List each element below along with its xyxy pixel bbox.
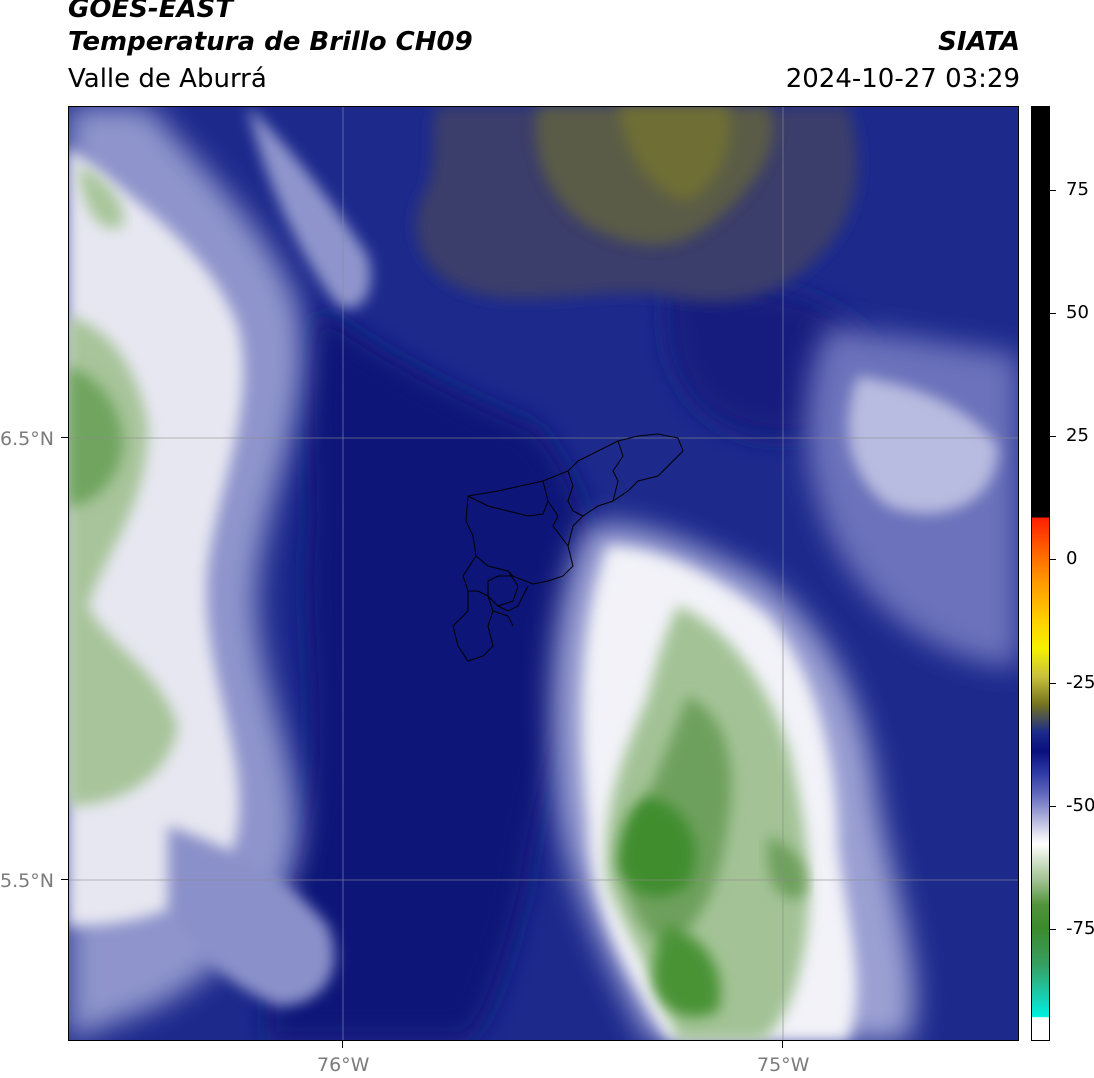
cloud-cell-east [848,376,998,514]
cloud-streak-southwest [168,826,335,1006]
longitude-tick-76 [342,1041,344,1048]
convective-core-center [618,796,696,897]
boundary-barbosa [612,440,624,502]
colorbar-label-50: 50 [1066,302,1089,323]
colorbar-label-75: 75 [1066,179,1089,200]
region-subtitle: Valle de Aburrá [68,64,267,94]
cloud-streak-northwest [248,106,371,309]
colorbar-label-0: 0 [1066,548,1078,569]
satellite-map[interactable] [68,106,1019,1041]
colorbar-tick-50 [1050,313,1056,315]
colorbar-label-minus50: -50 [1066,795,1094,816]
temperature-colorbar [1031,106,1050,1041]
longitude-label-75: 75°W [757,1054,810,1076]
boundary-itagui [468,590,489,597]
longitude-tick-75 [782,1041,784,1048]
channel-title: Temperatura de Brillo CH09 [68,27,473,57]
boundary-sabaneta [497,585,529,612]
datetime-label: 2024-10-27 03:29 [785,64,1020,94]
colorbar-tick-minus25 [1050,683,1056,685]
latitude-tick-6.5 [61,437,68,439]
latitude-tick-5.5 [61,879,68,881]
deep-cold-region [266,306,596,1041]
colorbar-tick-75 [1050,190,1056,192]
municipal-boundaries [452,433,684,662]
colorbar-tick-minus50 [1050,806,1056,808]
colorbar-tick-25 [1050,436,1056,438]
longitude-label-76: 76°W [317,1054,370,1076]
boundary-medellin [475,555,514,577]
boundary-girardota [567,470,584,517]
brightness-temperature-field [68,106,1019,1041]
boundary-envigado [487,570,519,607]
colorbar-label-minus75: -75 [1066,918,1094,939]
convective-core-south [653,926,721,1017]
boundary-la-estrella [492,610,514,627]
cold-top-west-core [68,366,123,506]
warm-patch-core [618,106,731,201]
colorbar-tick-0 [1050,559,1056,561]
valley-outline [452,433,684,662]
latitude-label-6.5: 6.5°N [0,428,54,450]
colorbar-label-25: 25 [1066,425,1089,446]
colorbar-tick-minus75 [1050,929,1056,931]
product-title: GOES-EAST [68,0,234,24]
organization-label: SIATA [938,27,1020,57]
colorbar-label-minus25: -25 [1066,672,1094,693]
boundary-copacabana [547,500,569,547]
convective-core-east [767,836,807,899]
cold-top-northwest [78,166,124,229]
latitude-label-5.5: 5.5°N [0,870,54,892]
